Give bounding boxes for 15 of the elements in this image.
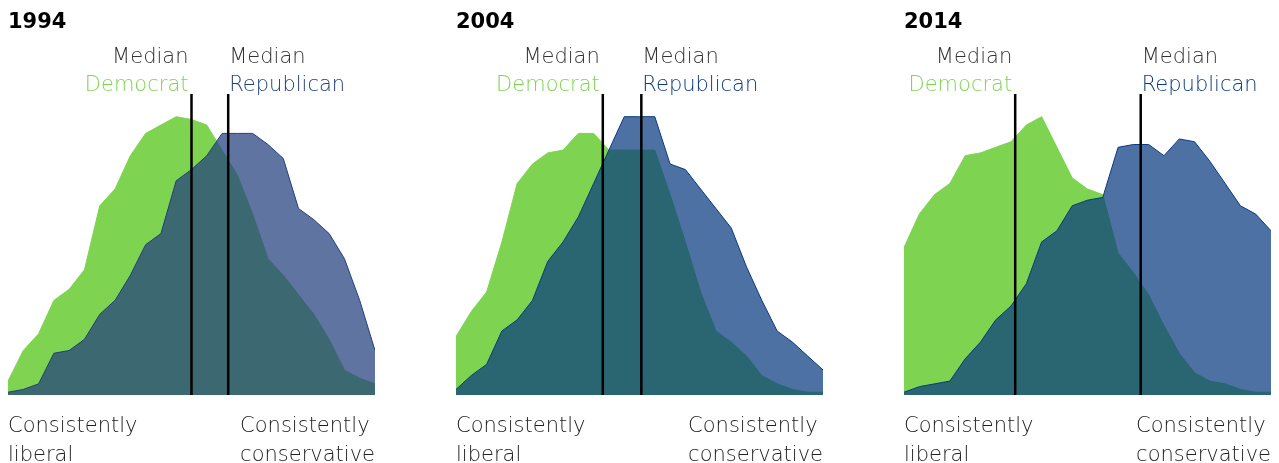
text: Median Republican xyxy=(642,44,759,96)
text: Median Republican xyxy=(1141,44,1258,96)
text: Median Republican xyxy=(229,44,346,96)
text: Consistently conservative xyxy=(1136,412,1272,463)
text: Consistently liberal xyxy=(456,412,586,463)
text: Median Democrat xyxy=(84,44,189,96)
text: Median Democrat xyxy=(496,44,600,96)
chart-title: 1994 xyxy=(8,8,67,33)
text: Consistently conservative xyxy=(240,412,376,463)
chart-title: 2014 xyxy=(904,8,963,33)
text: Consistently liberal xyxy=(8,412,138,463)
text: Consistently liberal xyxy=(904,412,1034,463)
text: Median Democrat xyxy=(908,44,1013,96)
chart-title: 2004 xyxy=(456,8,515,33)
text: Consistently conservative xyxy=(688,412,824,463)
